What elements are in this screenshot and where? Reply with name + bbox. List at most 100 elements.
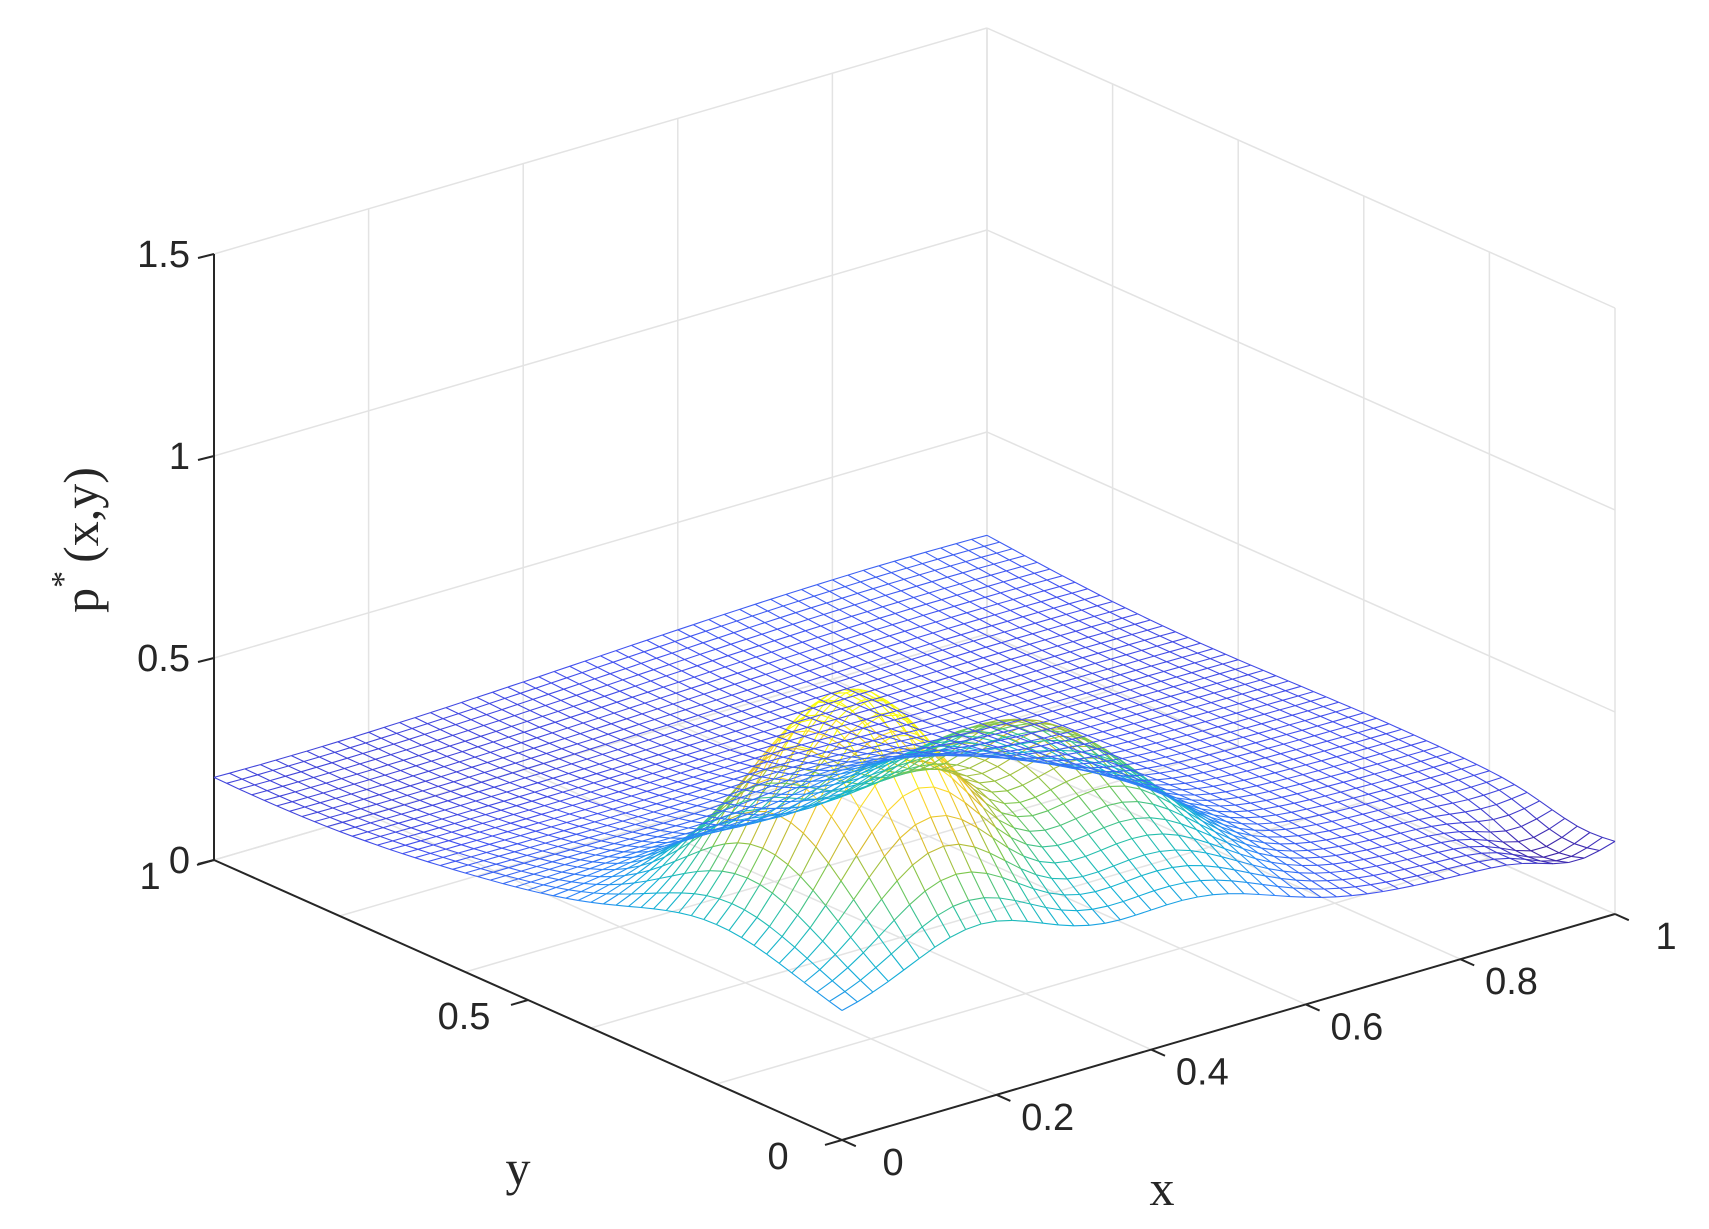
mesh-segment bbox=[1226, 693, 1243, 699]
mesh-segment bbox=[595, 854, 609, 858]
mesh-segment bbox=[405, 840, 421, 846]
mesh-segment bbox=[514, 846, 531, 853]
mesh-segment bbox=[681, 871, 698, 894]
mesh-segment bbox=[930, 814, 947, 818]
mesh-segment bbox=[1270, 828, 1286, 831]
mesh-segment bbox=[573, 700, 590, 707]
mesh-segment bbox=[638, 811, 654, 818]
mesh-segment bbox=[1085, 642, 1102, 649]
mesh-segment bbox=[584, 660, 598, 668]
mesh-segment bbox=[1082, 657, 1096, 664]
mesh-segment bbox=[688, 698, 702, 706]
mesh-segment bbox=[1418, 819, 1432, 827]
mesh-segment bbox=[866, 743, 883, 757]
mesh-segment bbox=[1144, 772, 1160, 776]
mesh-segment bbox=[1296, 789, 1313, 795]
mesh-segment bbox=[670, 754, 687, 761]
mesh-segment bbox=[427, 718, 444, 725]
mesh-segment bbox=[1326, 880, 1340, 889]
x-tick-mark bbox=[841, 1139, 857, 1148]
mesh-segment bbox=[823, 720, 837, 736]
mesh-segment bbox=[546, 748, 562, 755]
mesh-segment bbox=[1211, 740, 1228, 747]
mesh-segment bbox=[1123, 708, 1137, 715]
mesh-segment bbox=[593, 892, 607, 895]
mesh-segment bbox=[455, 724, 469, 731]
mesh-segment bbox=[899, 700, 913, 707]
mesh-segment bbox=[909, 710, 926, 717]
mesh-segment bbox=[674, 635, 691, 643]
mesh-segment bbox=[1368, 793, 1382, 801]
mesh-segment bbox=[470, 714, 487, 721]
mesh-segment bbox=[770, 765, 784, 784]
mesh-segment bbox=[438, 781, 454, 787]
mesh-segment bbox=[542, 850, 556, 855]
mesh-segment bbox=[1225, 791, 1239, 798]
mesh-segment bbox=[783, 657, 797, 666]
mesh-segment bbox=[367, 827, 384, 833]
mesh-segment bbox=[913, 597, 927, 605]
mesh-segment bbox=[894, 719, 907, 726]
mesh-segment bbox=[1290, 764, 1306, 770]
mesh-segment bbox=[1048, 671, 1065, 678]
mesh-segment bbox=[600, 804, 614, 810]
mesh-segment bbox=[955, 871, 972, 875]
mesh-segment bbox=[559, 796, 576, 802]
mesh-segment bbox=[1213, 688, 1230, 694]
mesh-segment bbox=[297, 776, 314, 783]
mesh-segment bbox=[1210, 817, 1224, 826]
mesh-segment bbox=[1018, 727, 1032, 734]
mesh-segment bbox=[1350, 807, 1364, 815]
mesh-segment bbox=[1286, 863, 1302, 867]
mesh-segment bbox=[1124, 749, 1138, 756]
mesh-segment bbox=[877, 674, 894, 680]
mesh-segment bbox=[577, 743, 591, 750]
mesh-segment bbox=[1294, 799, 1310, 804]
mesh-segment bbox=[881, 765, 898, 778]
mesh-segment bbox=[573, 837, 590, 843]
mesh-segment bbox=[644, 702, 658, 710]
mesh-segment bbox=[1138, 659, 1152, 667]
mesh-segment bbox=[729, 744, 746, 751]
mesh-segment bbox=[671, 647, 688, 654]
mesh-segment bbox=[1280, 753, 1294, 760]
mesh-segment bbox=[832, 574, 849, 581]
mesh-segment bbox=[272, 765, 289, 771]
mesh-segment bbox=[703, 688, 720, 695]
mesh-segment bbox=[875, 572, 892, 578]
mesh-segment bbox=[783, 652, 800, 659]
mesh-segment bbox=[919, 569, 935, 576]
mesh-segment bbox=[514, 851, 528, 856]
mesh-segment bbox=[1092, 905, 1108, 910]
mesh-segment bbox=[631, 790, 648, 797]
mesh-segment bbox=[1026, 843, 1043, 848]
mesh-segment bbox=[433, 844, 447, 850]
mesh-segment bbox=[1027, 723, 1044, 732]
mesh-segment bbox=[1144, 850, 1161, 856]
mesh-segment bbox=[920, 621, 936, 628]
mesh-segment bbox=[1101, 763, 1115, 769]
mesh-segment bbox=[511, 720, 528, 727]
mesh-segment bbox=[997, 746, 1011, 752]
mesh-segment bbox=[504, 839, 518, 845]
mesh-segment bbox=[662, 786, 676, 792]
mesh-segment bbox=[996, 708, 1010, 715]
mesh-segment bbox=[1173, 686, 1187, 693]
mesh-segment bbox=[605, 857, 621, 864]
mesh-segment bbox=[603, 791, 619, 797]
mesh-segment bbox=[1117, 679, 1134, 686]
mesh-segment bbox=[1202, 730, 1216, 737]
mesh-segment bbox=[1012, 599, 1026, 607]
mesh-segment bbox=[1455, 786, 1472, 793]
mesh-segment bbox=[972, 788, 987, 804]
mesh-segment bbox=[1264, 713, 1278, 721]
mesh-segment bbox=[743, 783, 760, 791]
mesh-segment bbox=[964, 802, 978, 828]
mesh-segment bbox=[1067, 657, 1083, 663]
mesh-segment bbox=[533, 873, 547, 878]
mesh-segment bbox=[1304, 715, 1321, 722]
mesh-segment bbox=[859, 768, 876, 779]
mesh-segment bbox=[743, 789, 757, 793]
mesh-segment bbox=[484, 771, 498, 779]
mesh-segment bbox=[704, 740, 718, 746]
